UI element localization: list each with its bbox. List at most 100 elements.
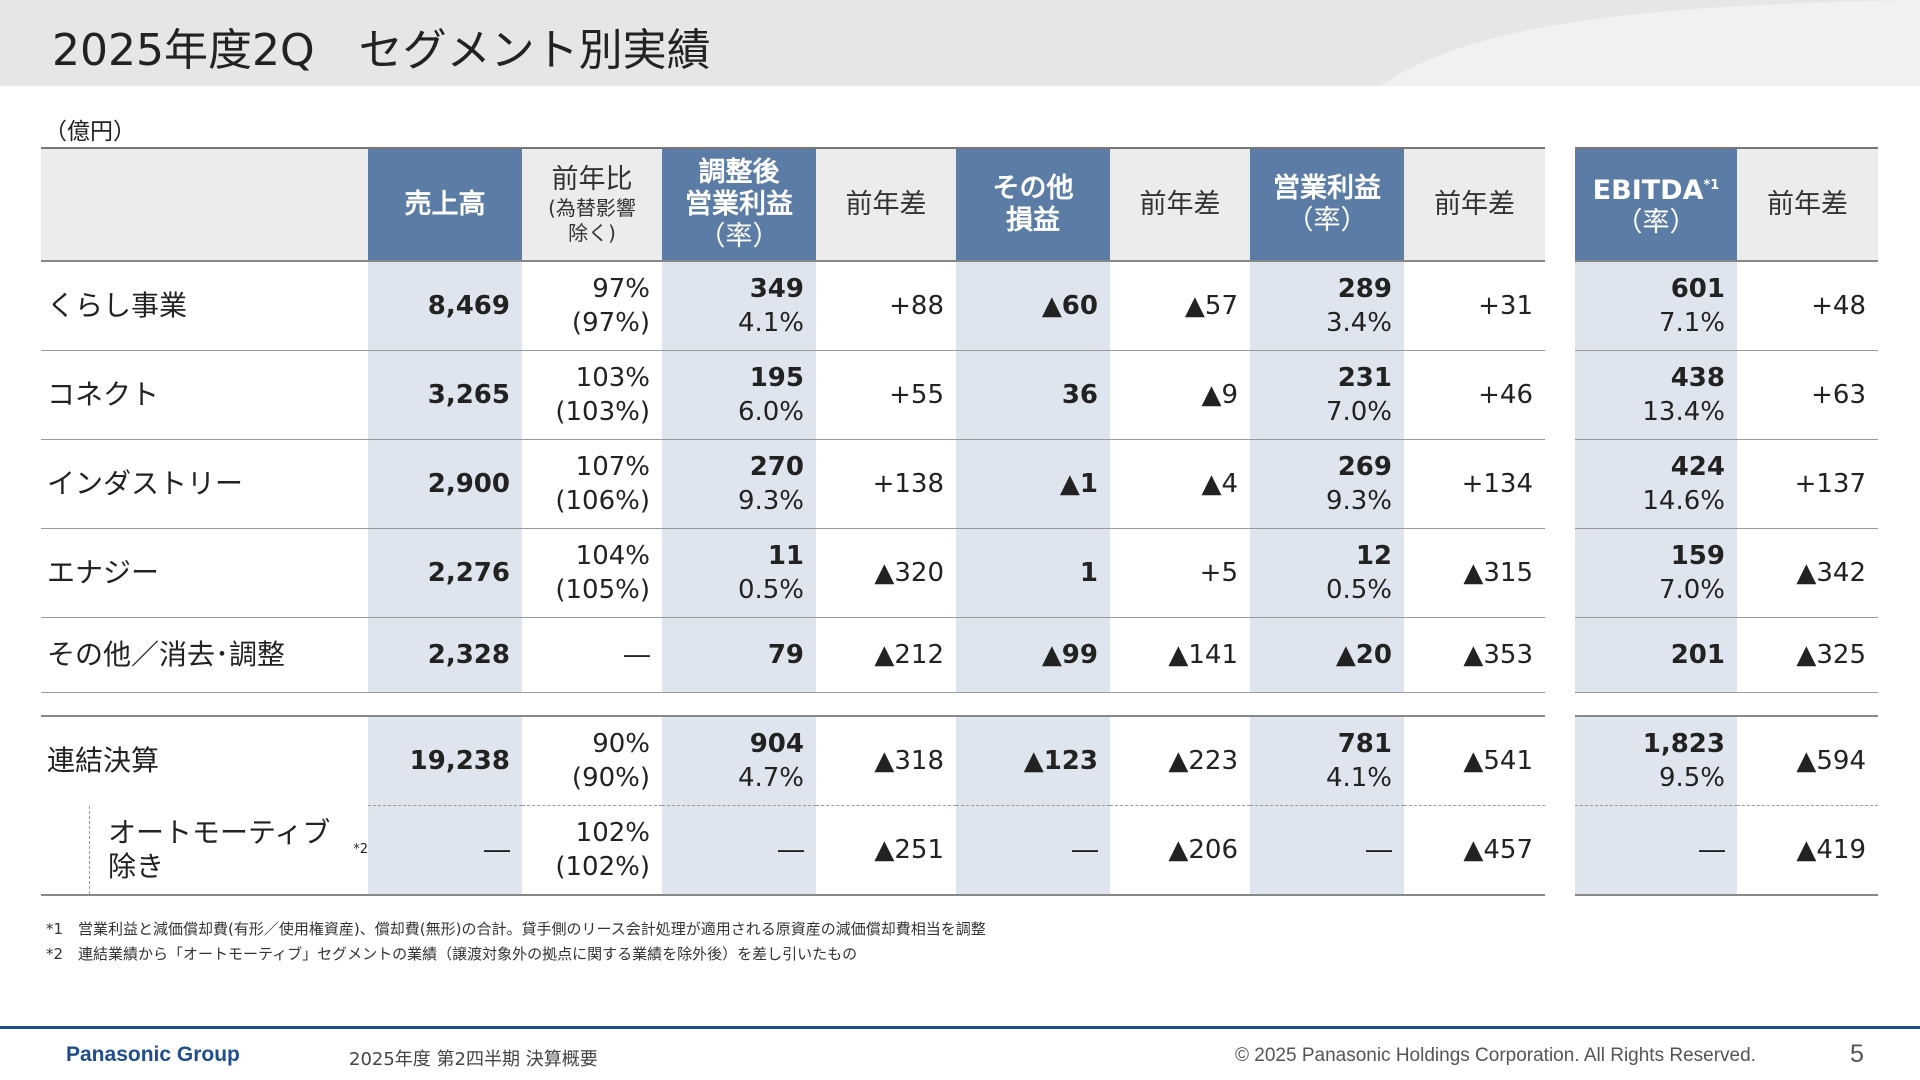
diff4-value: +63 <box>1737 350 1878 440</box>
adj-op-value: 195 6.0% <box>662 350 816 440</box>
diff3-value: ▲541 <box>1404 716 1545 806</box>
header-other-line2: 損益 <box>1006 204 1060 236</box>
footer-divider <box>0 1026 1920 1029</box>
copyright: © 2025 Panasonic Holdings Corporation. A… <box>1235 1045 1756 1066</box>
adj-op-value: 11 0.5% <box>662 528 816 618</box>
diff4-value: ▲325 <box>1737 617 1878 693</box>
diff2-value: ▲223 <box>1110 716 1250 806</box>
diff2-value: ▲57 <box>1110 261 1250 351</box>
header-op: 営業利益 （率） <box>1250 148 1404 261</box>
diff4-value: +137 <box>1737 439 1878 529</box>
excl-auto-row: ― ▲419 <box>1575 805 1878 896</box>
other-value: ▲99 <box>956 617 1110 693</box>
diff1-value: ▲251 <box>816 805 956 896</box>
table-row: 438 13.4% +63 <box>1575 350 1878 440</box>
op-value: 289 3.4% <box>1250 261 1404 351</box>
other-value: ― <box>956 805 1110 896</box>
ebitda-value: 601 7.1% <box>1575 261 1737 351</box>
total-row: 1,823 9.5% ▲594 <box>1575 716 1878 806</box>
ebitda-value: 201 <box>1575 617 1737 693</box>
op-value: ▲20 <box>1250 617 1404 693</box>
header-op-line1: 営業利益 <box>1273 172 1381 204</box>
diff2-value: ▲4 <box>1110 439 1250 529</box>
header-blank-cell <box>41 148 368 261</box>
page-title: 2025年度2Q セグメント別実績 <box>52 25 711 76</box>
header-band <box>0 0 1920 86</box>
yoy-value: 103% (103%) <box>522 350 662 440</box>
table-row: 201 ▲325 <box>1575 617 1878 693</box>
adj-op-value: ― <box>662 805 816 896</box>
segment-name: エナジー <box>41 528 368 618</box>
header-adj-line1: 調整後 <box>698 156 780 188</box>
other-value: ▲60 <box>956 261 1110 351</box>
header-other: その他 損益 <box>956 148 1110 261</box>
footnotes: *1 営業利益と減価償却費(有形／使用権資産)、償却費(無形)の合計。貸手側のリ… <box>46 917 986 967</box>
diff1-value: +138 <box>816 439 956 529</box>
table-row: その他／消去･調整 2,328 ― 79 ▲212 ▲99 ▲141 ▲20 ▲… <box>41 617 1545 693</box>
diff1-value: ▲318 <box>816 716 956 806</box>
header-adj-line2: 営業利益 <box>685 188 793 220</box>
table-gap <box>41 692 1545 717</box>
ebitda-value: 438 13.4% <box>1575 350 1737 440</box>
segment-name: くらし事業 <box>41 261 368 351</box>
adj-op-value: 79 <box>662 617 816 693</box>
diff4-value: +48 <box>1737 261 1878 351</box>
table-row: 424 14.6% +137 <box>1575 439 1878 529</box>
table-row: くらし事業 8,469 97% (97%) 349 4.1% +88 ▲60 ▲57… <box>41 261 1545 351</box>
diff1-value: ▲320 <box>816 528 956 618</box>
table-header-row: 売上高 前年比 (為替影響 除く) 調整後 営業利益 （率） 前年差 その他 損… <box>41 148 1545 261</box>
excl-auto-row: オートモーティブ除き *2 ― 102% (102%) ― ▲251 ― ▲206 … <box>41 805 1545 896</box>
header-diff2: 前年差 <box>1110 148 1250 261</box>
table-row: コネクト 3,265 103% (103%) 195 6.0% +55 36 ▲9 … <box>41 350 1545 440</box>
diff2-value: ▲9 <box>1110 350 1250 440</box>
adj-op-value: 349 4.1% <box>662 261 816 351</box>
excl-auto-name: オートモーティブ除き *2 <box>41 805 368 896</box>
yoy-value: 97% (97%) <box>522 261 662 351</box>
diff3-value: +46 <box>1404 350 1545 440</box>
diff3-value: +31 <box>1404 261 1545 351</box>
diff2-value: +5 <box>1110 528 1250 618</box>
ebitda-value: 159 7.0% <box>1575 528 1737 618</box>
table-row: 601 7.1% +48 <box>1575 261 1878 351</box>
diff4-value: ▲342 <box>1737 528 1878 618</box>
total-name: 連結決算 <box>47 744 160 778</box>
header-yoy: 前年比 (為替影響 除く) <box>522 148 662 261</box>
segment-name: コネクト <box>41 350 368 440</box>
sales-value: 8,469 <box>368 261 522 351</box>
header-op-line2: （率） <box>1286 204 1368 236</box>
header-diff1: 前年差 <box>816 148 956 261</box>
table-row: 159 7.0% ▲342 <box>1575 528 1878 618</box>
yoy-value: 107% (106%) <box>522 439 662 529</box>
diff3-value: ▲457 <box>1404 805 1545 896</box>
header-diff4: 前年差 <box>1737 148 1878 261</box>
ebitda-value: ― <box>1575 805 1737 896</box>
sales-value: 2,328 <box>368 617 522 693</box>
footnote-1: *1 営業利益と減価償却費(有形／使用権資産)、償却費(無形)の合計。貸手側のリ… <box>46 920 986 938</box>
diff3-value: ▲315 <box>1404 528 1545 618</box>
diff1-value: +55 <box>816 350 956 440</box>
brand-logo: Panasonic Group <box>66 1043 240 1066</box>
table-row: エナジー 2,276 104% (105%) 11 0.5% ▲320 1 +5 1… <box>41 528 1545 618</box>
yoy-value: 102% (102%) <box>522 805 662 896</box>
segment-table: 売上高 前年比 (為替影響 除く) 調整後 営業利益 （率） 前年差 その他 損… <box>41 147 1545 896</box>
unit-label: （億円） <box>44 119 136 145</box>
header-adjusted-op: 調整後 営業利益 （率） <box>662 148 816 261</box>
diff4-value: ▲594 <box>1737 716 1878 806</box>
diff2-value: ▲141 <box>1110 617 1250 693</box>
op-value: 781 4.1% <box>1250 716 1404 806</box>
header-yoy-line2: (為替影響 <box>548 195 636 220</box>
segment-name: その他／消去･調整 <box>41 617 368 693</box>
adj-op-value: 904 4.7% <box>662 716 816 806</box>
header-yoy-line1: 前年比 <box>551 163 633 195</box>
sales-value: 2,276 <box>368 528 522 618</box>
yoy-value: 90% (90%) <box>522 716 662 806</box>
diff1-value: +88 <box>816 261 956 351</box>
header-adj-line3: （率） <box>698 220 780 252</box>
header-other-line1: その他 <box>992 172 1074 204</box>
diff2-value: ▲206 <box>1110 805 1250 896</box>
document-subtitle: 2025年度 第2四半期 決算概要 <box>349 1049 598 1070</box>
diff1-value: ▲212 <box>816 617 956 693</box>
sales-value: 19,238 <box>368 716 522 806</box>
op-value: 12 0.5% <box>1250 528 1404 618</box>
other-value: ▲123 <box>956 716 1110 806</box>
